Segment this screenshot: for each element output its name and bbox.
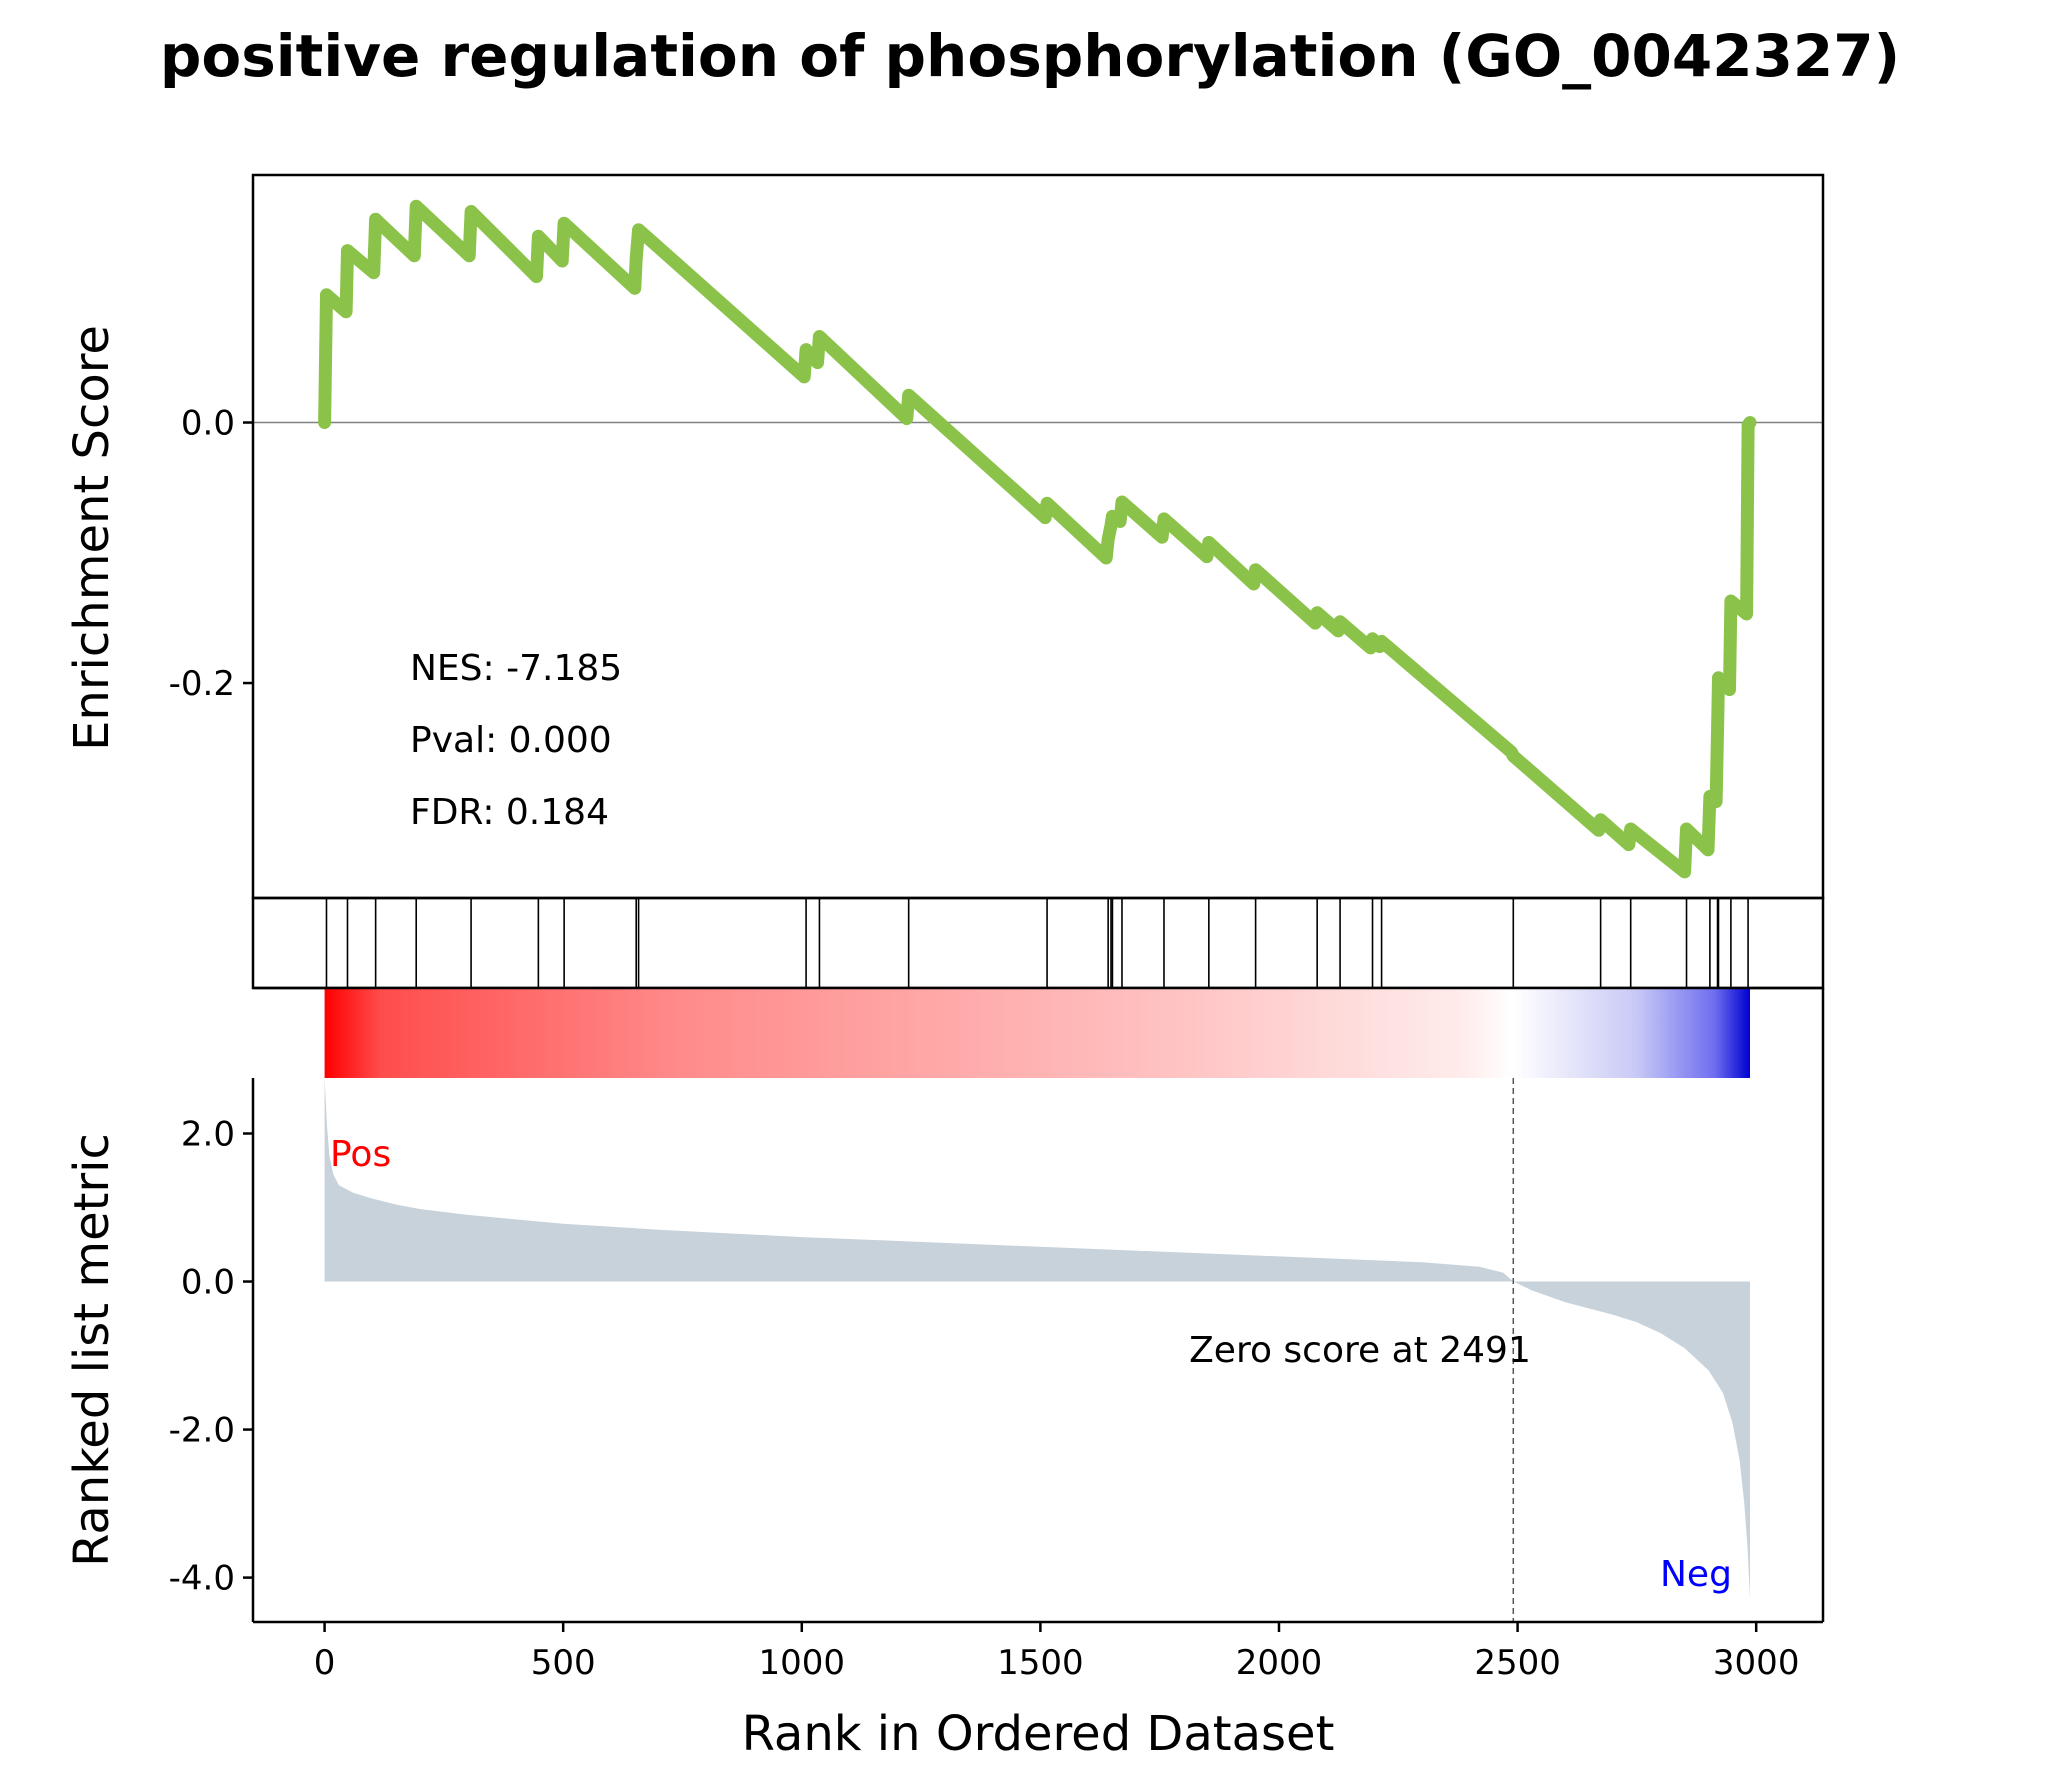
hits-panel — [251, 896, 1825, 990]
metric-y-tick-label: -2.0 — [169, 1411, 235, 1451]
x-tick-label: 1000 — [759, 1643, 846, 1683]
es-stat-text: Pval: 0.000 — [410, 720, 612, 761]
es-y-ticks: 0.0 -0.2 — [169, 404, 253, 704]
x-tick-label: 3000 — [1713, 1643, 1800, 1683]
x-axis-label: Rank in Ordered Dataset — [742, 1706, 1335, 1762]
metric-panel: Zero score at 2491 Pos Neg 2.0 0.0 -2.0 -4.… — [64, 986, 1825, 1624]
x-axis-ticks: 0 500 1000 1500 2000 2500 3000 — [314, 1622, 1800, 1683]
zero-score-label: Zero score at 2491 — [1189, 1330, 1531, 1371]
es-line-group — [318, 199, 1757, 879]
metric-y-tick-label: 0.0 — [181, 1263, 235, 1303]
es-y-tick-label: -0.2 — [169, 664, 235, 704]
x-tick-label: 500 — [531, 1643, 596, 1683]
es-y-tick-label: 0.0 — [181, 404, 235, 444]
hit-markers — [325, 898, 1749, 988]
es-stat-text: FDR: 0.184 — [410, 792, 609, 833]
x-tick-label: 2500 — [1474, 1643, 1561, 1683]
es-panel-frame — [251, 173, 1825, 900]
pos-label: Pos — [330, 1134, 391, 1175]
x-tick-label: 2000 — [1236, 1643, 1323, 1683]
x-tick-label: 0 — [314, 1643, 336, 1683]
ranked-metric-area — [324, 1078, 1751, 1600]
metric-y-tick-label: 2.0 — [181, 1115, 235, 1155]
x-tick-label: 1500 — [997, 1643, 1084, 1683]
enrichment-score-line — [318, 199, 1757, 879]
es-y-axis-label: Enrichment Score — [64, 325, 120, 751]
es-stat-text: NES: -7.185 — [410, 648, 622, 689]
neg-label: Neg — [1660, 1554, 1732, 1595]
metric-y-tick-label: -4.0 — [169, 1559, 235, 1599]
hits-panel-frame — [251, 896, 1825, 990]
enrichment-panel: 0.0 -0.2 NES: -7.185 Pval: 0.000 FDR: 0.184… — [64, 173, 1825, 900]
metric-y-axis-label: Ranked list metric — [64, 1133, 120, 1567]
es-stats: NES: -7.185 Pval: 0.000 FDR: 0.184 — [410, 648, 622, 833]
rank-colorbar — [324, 988, 1750, 1078]
chart-title: positive regulation of phosphorylation (… — [160, 22, 1900, 90]
metric-y-ticks: 2.0 0.0 -2.0 -4.0 — [169, 1115, 253, 1599]
